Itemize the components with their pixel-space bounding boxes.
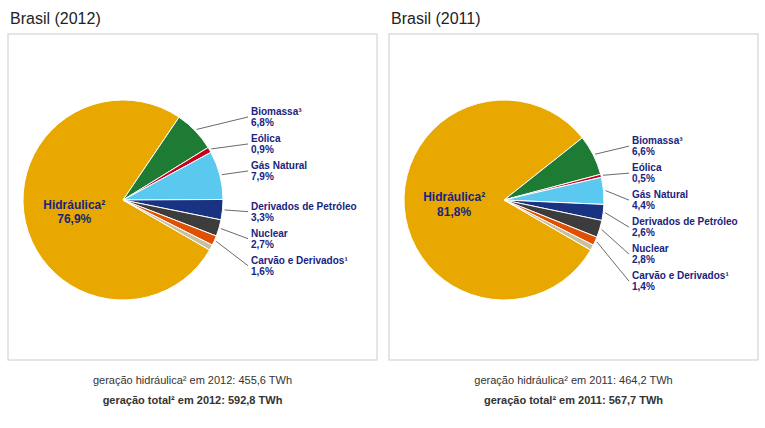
panel-frame [389,34,758,360]
leader-line [197,117,248,129]
slice-label: Biomassa³6,8% [251,106,302,128]
slice-label: Nuclear2,8% [632,243,669,265]
footer-note: geração total² em 2011: 567,7 TWh [484,394,663,406]
slice-label: Gás Natural4,4% [632,189,688,211]
slice-label: Derivados de Petróleo2,6% [632,216,738,238]
slice-label: Hidráulica²76,9% [43,198,105,226]
slice-label: Carvão e Derivados¹1,6% [251,255,348,277]
slice-label: Gás Natural7,9% [251,160,307,182]
slice-label: Biomassa³6,6% [632,135,683,157]
leader-line [216,241,248,265]
leader-line [602,230,629,255]
slice-label: Hidráulica²81,8% [423,190,485,218]
footer-note: geração hidráulica² em 2011: 464,2 TWh [474,374,672,386]
slice-label: Eólica0,5% [632,162,662,184]
slice-label: Derivados de Petróleo3,3% [251,201,357,223]
pie-slice [504,200,593,250]
leader-line [222,171,248,175]
leader-line [211,144,248,149]
pie-panel: Brasil (2012) Hidráulica²76,9% Biomassa³6,… [8,10,377,406]
leader-line [225,210,248,212]
leader-line [606,191,629,201]
leader-line [605,213,629,227]
pie-panel: Brasil (2011) Hidráulica²81,8% Biomassa³6,… [389,10,758,406]
slice-label: Eólica0,9% [251,133,281,155]
chart-title: Brasil (2011) [391,10,481,27]
footer-note: geração hidráulica² em 2012: 455,6 TWh [93,374,292,386]
panel-frame [8,34,377,360]
leader-line [595,146,629,154]
leader-line [221,229,248,239]
leader-line [603,173,629,175]
pie-slice [123,200,212,250]
slice-label: Carvão e Derivados¹1,4% [632,270,729,292]
leader-line [597,242,629,281]
footer-note: geração total² em 2012: 592,8 TWh [103,394,283,406]
slice-label: Nuclear2,7% [251,228,288,250]
pie-slice [123,152,223,200]
chart-title: Brasil (2012) [10,10,101,27]
chart-canvas: Brasil (2012) Hidráulica²76,9% Biomassa³6,… [0,0,765,428]
